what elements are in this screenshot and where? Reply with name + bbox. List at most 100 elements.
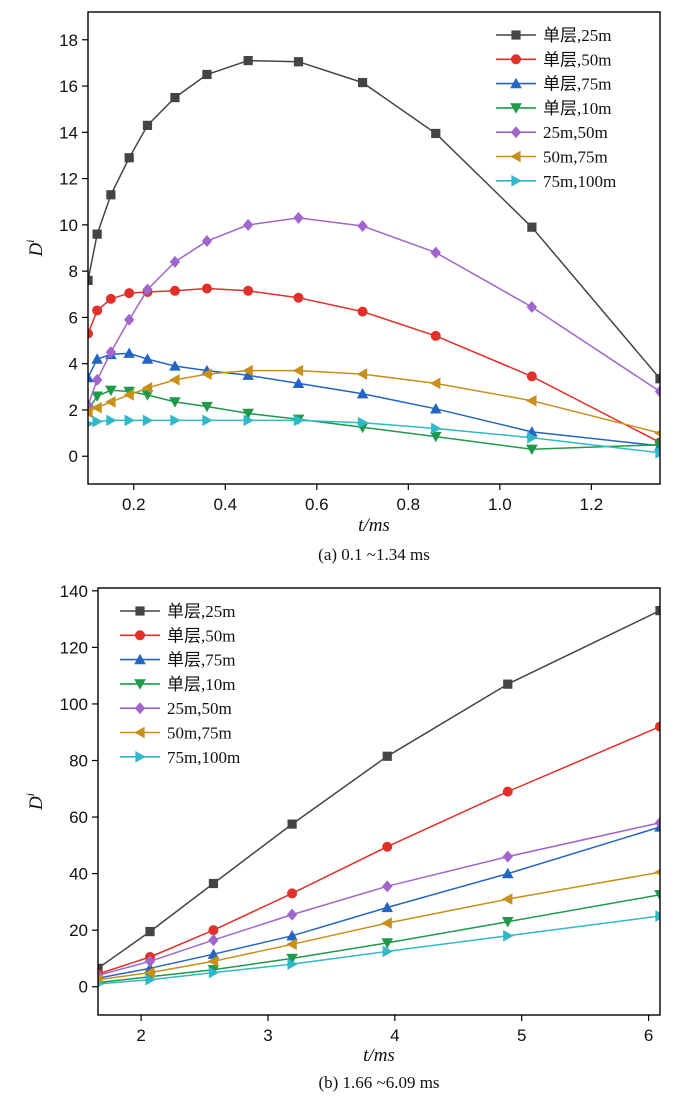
- data-point-b-2-2: [207, 948, 220, 959]
- y-axis-label-sup-b: i: [23, 793, 37, 796]
- legend-marker-b-1: [135, 630, 145, 641]
- y-tick-label-a-5: 10: [59, 216, 78, 235]
- data-point-b-3-3: [286, 953, 298, 965]
- data-point-a-0-4: [142, 120, 153, 130]
- data-point-a-6-12: [655, 446, 660, 459]
- data-point-a-0-11: [527, 222, 537, 232]
- y-tick-label-b-6: 120: [60, 638, 88, 657]
- data-point-a-1-10: [430, 330, 441, 341]
- data-point-b-5-3: [286, 938, 297, 951]
- x-tick-label-a-0: 0.2: [122, 495, 146, 514]
- data-point-a-0-8: [293, 57, 304, 67]
- legend-label-b-5: 50m,75m: [167, 724, 232, 743]
- data-point-a-3-2: [105, 385, 117, 397]
- x-tick-label-b-0: 2: [136, 1026, 145, 1045]
- data-point-a-3-7: [242, 408, 254, 420]
- data-point-a-5-6: [201, 368, 212, 380]
- data-point-a-1-11: [526, 371, 537, 382]
- data-point-a-5-2: [105, 396, 116, 408]
- y-axis-label-main-b: D: [26, 796, 47, 811]
- data-point-b-5-4: [381, 917, 392, 929]
- data-point-a-6-2: [106, 414, 117, 427]
- data-point-a-0-2: [106, 190, 116, 200]
- data-point-b-6-1: [145, 973, 156, 986]
- data-point-a-2-3: [123, 347, 135, 358]
- legend-marker-a-1: [511, 54, 521, 65]
- data-point-a-5-3: [123, 389, 134, 401]
- plot-area-a: [88, 55, 660, 459]
- axes-frame-b: [97, 587, 661, 1016]
- data-point-b-0-4: [382, 751, 392, 761]
- legend-label-b-3: 单层,10m: [167, 675, 235, 694]
- data-point-b-3-5: [501, 917, 514, 928]
- data-point-a-4-10: [430, 246, 441, 259]
- data-point-a-1-7: [243, 285, 254, 296]
- data-point-b-0-5: [503, 679, 513, 689]
- data-point-a-5-9: [356, 368, 368, 380]
- data-point-b-1-2: [208, 925, 219, 936]
- legend-label-b-0: 单层,25m: [167, 602, 235, 621]
- legend-label-b-4: 25m,50m: [167, 699, 232, 718]
- legend-marker-b-2: [134, 653, 146, 665]
- data-point-b-2-3: [286, 930, 298, 941]
- legend-label-a-5: 50m,75m: [543, 148, 608, 167]
- data-point-a-5-5: [169, 374, 180, 386]
- data-point-a-2-5: [169, 360, 181, 371]
- data-point-b-4-4: [382, 880, 393, 893]
- data-point-a-4-9: [357, 220, 368, 233]
- data-point-a-0-7: [243, 55, 253, 66]
- y-tick-label-b-0: 0: [79, 978, 88, 997]
- data-point-a-3-4: [141, 390, 154, 401]
- data-point-a-2-8: [292, 377, 305, 388]
- data-point-a-2-4: [141, 353, 154, 364]
- data-point-a-3-12: [654, 440, 660, 451]
- data-point-a-6-11: [527, 431, 538, 444]
- data-point-a-1-8: [293, 292, 304, 303]
- y-tick-label-a-3: 6: [69, 308, 78, 327]
- data-point-a-2-9: [356, 387, 369, 399]
- data-point-b-5-6: [654, 868, 660, 876]
- data-point-a-1-3: [124, 288, 135, 299]
- x-tick-label-b-3: 5: [517, 1026, 526, 1045]
- y-tick-label-a-2: 4: [69, 355, 78, 374]
- data-point-b-0-1: [145, 926, 155, 937]
- data-point-b-1-4: [382, 841, 393, 852]
- legend-a: 单层,25m 单层,50m 单层,75m 单层,10m 25m,50m 50m,75m 75…: [496, 26, 616, 191]
- data-point-b-4-2: [208, 934, 219, 947]
- data-point-a-0-0: [88, 275, 93, 285]
- data-point-b-6-5: [503, 930, 514, 942]
- y-tick-label-b-1: 20: [69, 921, 88, 940]
- data-point-a-4-2: [105, 346, 117, 359]
- data-point-a-1-9: [357, 306, 368, 317]
- x-tick-label-b-1: 3: [263, 1026, 272, 1045]
- data-point-a-4-1: [91, 373, 103, 386]
- data-point-a-2-1: [91, 353, 103, 364]
- data-point-a-5-11: [526, 394, 537, 407]
- legend-b: 单层,25m 单层,50m 单层,75m 单层,10m 25m,50m 50m,75m 75…: [120, 602, 240, 767]
- y-tick-label-a-6: 12: [59, 170, 78, 189]
- data-point-a-4-3: [123, 313, 135, 326]
- caption-b: (b) 1.66 ~6.09 ms: [318, 1073, 439, 1092]
- legend-marker-a-5: [510, 150, 521, 163]
- data-point-b-4-3: [286, 908, 298, 921]
- x-tick-label-a-4: 1.0: [488, 495, 512, 514]
- data-point-a-5-7: [242, 364, 253, 377]
- data-point-a-4-12: [654, 385, 660, 398]
- data-point-a-4-8: [293, 211, 304, 224]
- data-point-b-6-6: [655, 910, 660, 922]
- data-point-a-1-2: [105, 293, 116, 304]
- y-tick-label-b-2: 40: [69, 865, 88, 884]
- data-point-b-5-1: [144, 966, 155, 979]
- data-point-a-0-9: [357, 77, 368, 88]
- plot-area-b: [98, 606, 660, 989]
- data-point-a-3-11: [526, 444, 538, 456]
- x-axis-label-b: t/ms: [363, 1045, 395, 1066]
- data-point-a-6-1: [92, 415, 103, 428]
- data-point-b-0-2: [208, 878, 219, 889]
- data-point-b-5-2: [207, 955, 219, 968]
- data-point-a-6-8: [293, 414, 305, 427]
- data-point-b-2-5: [501, 867, 514, 879]
- data-point-a-6-9: [357, 416, 369, 429]
